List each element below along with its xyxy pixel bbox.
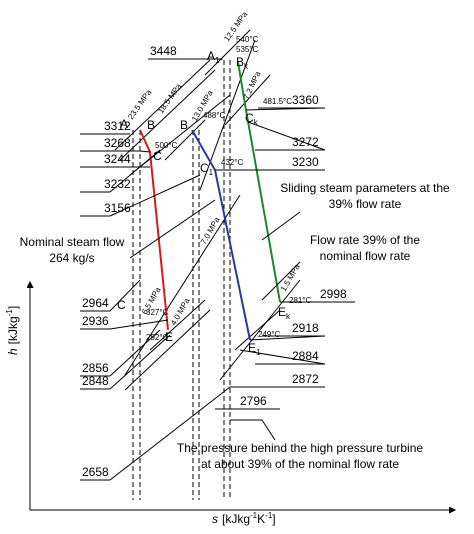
point-letter: A: [207, 49, 215, 63]
point-label: C: [153, 149, 162, 163]
point-letter: C: [153, 149, 162, 163]
enthalpy-label: 3232: [104, 177, 131, 191]
point-letter: B: [147, 118, 155, 132]
temperature-label: 327°C: [146, 308, 169, 317]
temperature-label: 281°C: [289, 296, 312, 305]
point-sub: k: [286, 312, 291, 321]
enthalpy-label: 2998: [320, 287, 347, 301]
label-leader: [109, 386, 231, 481]
point-letter: C: [200, 161, 209, 175]
point-label: E1: [248, 341, 261, 357]
pressure-label: 1.5 MPa: [279, 262, 302, 293]
point-label: B: [147, 118, 155, 132]
point-label: Ek: [278, 305, 291, 321]
point-letter: B: [180, 118, 188, 132]
label-leader: [109, 329, 161, 377]
axis-exp: -1: [265, 511, 273, 520]
temperature-label: 432°C: [221, 158, 244, 167]
annotation: Flow rate 39% of the: [310, 233, 420, 247]
enthalpy-label: 2936: [82, 314, 109, 328]
temperature-label: 535°C: [236, 45, 259, 54]
temperature-label: 249°C: [258, 330, 281, 339]
point-label: A1: [207, 49, 220, 65]
label-leader: [109, 149, 161, 193]
annotation: nominal flow rate: [320, 249, 411, 263]
label-leader: [109, 319, 169, 330]
point-label: Bk: [236, 55, 249, 71]
point-sub: 1: [215, 56, 220, 65]
label-leader: [239, 349, 326, 365]
point-label: C1: [200, 161, 214, 177]
enthalpy-label: 3244: [104, 152, 131, 166]
axis-symbol: h: [6, 348, 20, 355]
point-label: A: [120, 117, 128, 131]
isobars: [114, 29, 301, 391]
axis-unit: K: [257, 512, 265, 526]
axis-symbol: s: [212, 512, 218, 526]
pressure-label: 7.2 MPa: [242, 70, 263, 101]
point-sub: 1: [209, 168, 214, 177]
temperature-label: 500°C: [155, 141, 178, 150]
axis-exp: -1: [5, 309, 14, 317]
x-axis-label: s [kJkg-1K-1]: [212, 511, 276, 526]
point-label: B: [180, 118, 188, 132]
axis-exp: -1: [250, 511, 258, 520]
annotation-leaders: [129, 199, 301, 441]
temperature-label: 292°C: [146, 333, 169, 342]
enthalpy-label: 3156: [104, 201, 131, 215]
enthalpy-label: 2848: [82, 374, 109, 388]
annotation: 39% flow rate: [329, 197, 402, 211]
point-label: Ck: [245, 111, 259, 127]
temperature-label: 540°C: [236, 35, 259, 44]
point-letter: E: [248, 341, 256, 355]
point-letter: E: [278, 305, 286, 319]
point-label: E: [165, 330, 173, 344]
annotation: at about 39% of the nominal flow rate: [201, 457, 399, 471]
annotation: 264 kg/s: [49, 251, 94, 265]
pressure-label: 18.5 MPa: [156, 81, 183, 115]
point-letter: E: [165, 330, 173, 344]
enthalpy-label: 2658: [82, 465, 109, 479]
enthalpy-label: 2796: [240, 394, 267, 408]
enthalpy-label: 3272: [292, 135, 319, 149]
point-letter: C: [117, 298, 126, 312]
point-sub: k: [244, 62, 249, 71]
point-letter: A: [120, 117, 128, 131]
point-letter: B: [236, 55, 244, 69]
point-label: C: [117, 298, 126, 312]
label-leader: [109, 174, 201, 217]
enthalpy-label: 2918: [292, 321, 319, 335]
label-leader: [245, 107, 326, 111]
axis-close: ]: [272, 512, 275, 526]
annotation: The pressure behind the high pressure tu…: [177, 441, 423, 455]
enthalpy-label: 3268: [104, 136, 131, 150]
pressure-label: 23.5 MPa: [126, 87, 153, 121]
label-leader: [249, 335, 326, 341]
point-sub: 1: [256, 348, 261, 357]
point-sub: k: [254, 118, 259, 127]
dashed-verticals: [132, 60, 231, 500]
annotation: Sliding steam parameters at the: [280, 181, 450, 195]
enthalpy-label: 3448: [150, 44, 177, 58]
label-leader: [109, 334, 171, 390]
temperature-label: 488°C: [203, 111, 226, 120]
annotation: Nominal steam flow: [20, 235, 125, 249]
axis-close: ]: [6, 306, 20, 309]
enthalpy-label: 3360: [292, 93, 319, 107]
enthalpy-label: 2872: [292, 372, 319, 386]
enthalpy-label: 2856: [82, 361, 109, 375]
temperature-label: 481.5°C: [263, 97, 292, 106]
enthalpy-label: 3230: [292, 155, 319, 169]
label-leader: [109, 279, 141, 312]
point-letter: C: [245, 111, 254, 125]
label-leader: [247, 121, 326, 151]
enthalpy-label: 2964: [82, 296, 109, 310]
enthalpy-label: 3312: [104, 119, 131, 133]
label-leader: [139, 150, 151, 153]
y-axis-label: h [kJkg-1]: [5, 306, 20, 355]
axis-unit: [kJkg: [6, 316, 20, 344]
axis-unit: [kJkg: [222, 512, 250, 526]
